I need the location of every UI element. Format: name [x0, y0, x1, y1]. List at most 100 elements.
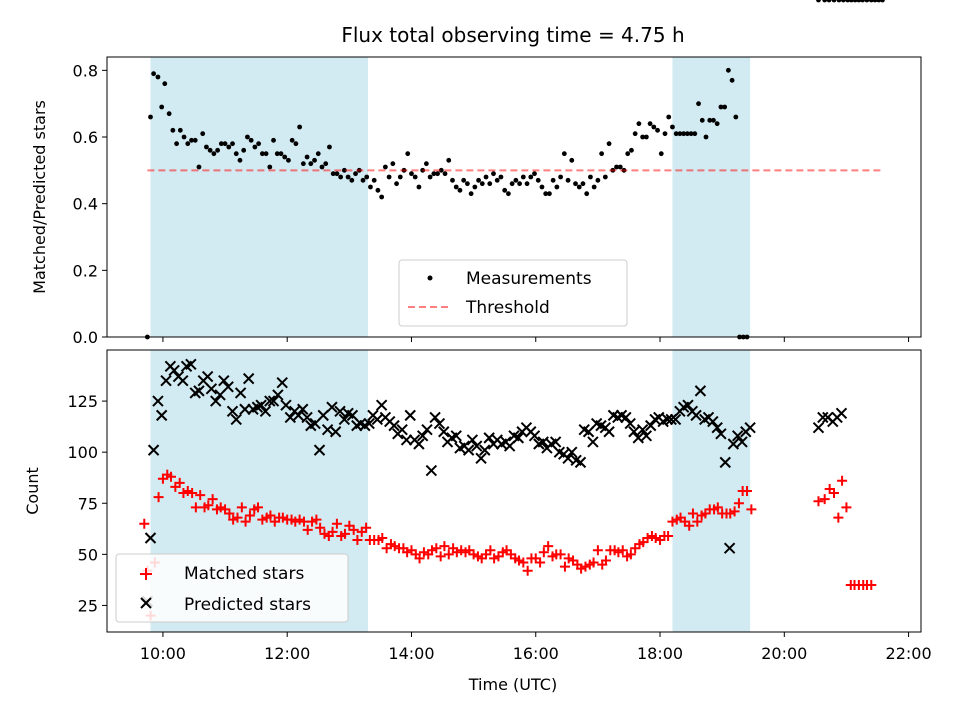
predicted-stars-point	[147, 444, 160, 456]
measurements-point	[185, 141, 191, 147]
matched-stars-point	[613, 547, 624, 558]
measurements-point	[297, 124, 303, 130]
x-tick-label: 18:00	[637, 644, 683, 663]
measurements-point	[822, 0, 828, 3]
measurements-point	[561, 151, 567, 157]
predicted-stars-point	[371, 413, 384, 426]
matched-stars-point	[866, 580, 877, 590]
measurements-point	[588, 174, 593, 180]
predicted-stars-point	[731, 430, 744, 442]
measurements-point	[409, 171, 414, 177]
count-y-tick-label: 75	[78, 494, 98, 513]
predicted-stars-point	[719, 456, 731, 469]
predicted-stars-point	[404, 409, 416, 422]
measurements-point	[666, 114, 672, 120]
measurements-point	[300, 161, 306, 167]
predicted-stars-point	[177, 374, 189, 387]
count-panel-series	[139, 358, 877, 621]
matched-stars-point	[311, 514, 322, 525]
predicted-stars-point	[276, 376, 288, 389]
measurements-point	[632, 131, 638, 137]
measurements-point	[479, 181, 485, 187]
count-panel-legend: Matched stars Predicted stars	[115, 553, 349, 623]
measurements-point	[692, 131, 698, 137]
measurements-point	[658, 151, 664, 157]
predicted-stars-point	[744, 421, 756, 434]
measurements-point	[506, 191, 511, 197]
measurements-point	[222, 141, 228, 147]
measurements-point	[826, 0, 832, 3]
predicted-stars-point	[313, 444, 326, 456]
ratio-y-tick-label: 0.2	[73, 261, 98, 280]
ratio-panel: 0.00.20.40.60.8 Matched/Predicted stars …	[30, 0, 922, 347]
predicted-stars-point	[640, 430, 653, 442]
matched-stars-point	[687, 508, 698, 519]
matched-stars-point	[841, 502, 852, 513]
matched-stars-point	[361, 522, 372, 533]
ratio-panel-series	[144, 0, 885, 340]
measurements-point	[558, 174, 564, 180]
measurements-point	[382, 164, 388, 170]
measurements-point	[457, 187, 463, 193]
measurements-point	[602, 174, 608, 180]
measurements-point	[714, 121, 720, 127]
matched-stars-point	[207, 494, 218, 505]
matched-stars-point	[667, 516, 678, 527]
matched-stars-point	[402, 547, 413, 558]
measurements-point	[852, 0, 858, 3]
predicted-stars-point	[185, 358, 197, 371]
matched-stars-point	[692, 516, 703, 527]
measurements-point	[681, 131, 687, 137]
predicted-stars-point	[694, 385, 707, 397]
ratio-panel-frame	[106, 56, 922, 338]
predicted-stars-point	[835, 407, 848, 420]
x-tick-label: 12:00	[264, 644, 310, 663]
matched-stars-point	[439, 541, 450, 552]
predicted-stars-point	[528, 430, 541, 442]
ratio-shaded-interval-1	[672, 57, 751, 337]
count-y-tick-label: 100	[67, 443, 98, 462]
measurements-point	[491, 171, 496, 177]
measurements-point	[591, 184, 597, 190]
matched-stars-point	[265, 510, 276, 521]
ratio-panel-legend-box	[398, 259, 628, 327]
legend-label-measurements: Measurements	[466, 269, 592, 289]
measurements-point	[472, 184, 478, 190]
ratio-y-tick-label: 0.0	[73, 328, 98, 347]
measurements-point	[394, 181, 399, 187]
measurements-point	[368, 184, 373, 190]
predicted-stars-point	[301, 411, 313, 424]
predicted-stars-point	[537, 436, 549, 448]
measurements-point	[341, 167, 347, 173]
predicted-stars-point	[280, 399, 292, 411]
measurements-point	[670, 124, 675, 130]
predicted-stars-point	[210, 395, 222, 407]
matched-stars-point	[418, 547, 429, 558]
predicted-stars-point	[587, 436, 599, 448]
matched-stars-point	[414, 553, 425, 564]
predicted-stars-point	[334, 405, 346, 418]
predicted-stars-point	[375, 399, 388, 411]
predicted-stars-point	[425, 464, 438, 477]
measurements-point	[416, 184, 422, 190]
measurements-point	[543, 191, 549, 197]
matched-stars-point	[522, 565, 533, 576]
matched-stars-point	[833, 512, 844, 523]
predicted-stars-point	[620, 411, 632, 424]
matched-stars-point	[236, 502, 247, 513]
matched-stars-point	[290, 516, 301, 527]
matched-stars-point	[187, 488, 198, 499]
predicted-stars-point	[727, 438, 740, 450]
count-panel-y-axis-label: Count	[23, 467, 42, 515]
measurements-point	[696, 101, 701, 107]
measurements-point	[688, 131, 694, 137]
predicted-stars-point	[707, 415, 719, 428]
measurements-point	[647, 121, 653, 127]
predicted-stars-point	[574, 456, 587, 469]
measurements-point	[532, 171, 537, 177]
measurements-point	[640, 134, 646, 140]
measurements-point	[230, 141, 235, 147]
measurements-point	[461, 177, 467, 183]
predicted-stars-point	[416, 430, 429, 442]
